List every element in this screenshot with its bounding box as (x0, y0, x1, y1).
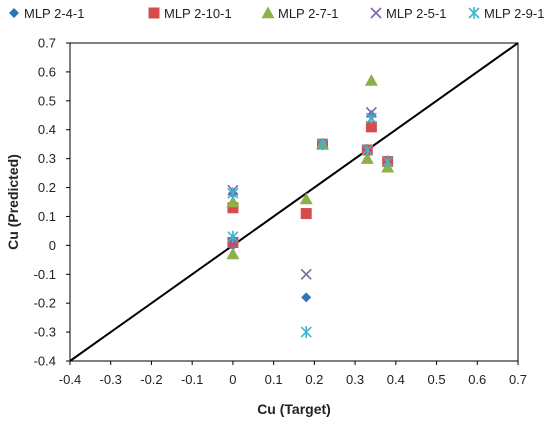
y-tick-label: 0.7 (38, 36, 56, 51)
y-axis-ticks: 0.7 0.6 0.5 0.4 0.3 0.2 0.1 0 -0.1 -0.2 -0.3 -0.4 (34, 36, 70, 369)
data-point (226, 195, 240, 208)
data-point (300, 208, 312, 220)
series-mlp-2-9-1 (227, 112, 394, 339)
y-tick-label: -0.2 (34, 296, 56, 311)
x-tick-label: 0.6 (468, 372, 486, 387)
legend-item: MLP 2-7-1 (261, 6, 338, 21)
x-axis-ticks: -0.4 -0.3 -0.2 -0.1 0 0.1 0.2 0.3 0.4 0.5 0.6 0.7 (59, 361, 527, 387)
y-tick-label: -0.3 (34, 325, 56, 340)
series-mlp-2-4-1 (227, 110, 393, 303)
legend-marker (468, 7, 480, 19)
legend-marker (9, 8, 19, 18)
legend-item: MLP 2-9-1 (468, 6, 544, 21)
data-point (364, 74, 378, 86)
data-point (227, 202, 239, 214)
x-tick-label: 0.5 (428, 372, 446, 387)
legend-label: MLP 2-10-1 (164, 6, 232, 21)
x-tick-label: -0.4 (59, 372, 81, 387)
y-tick-label: 0.4 (38, 122, 56, 137)
x-tick-label: 0 (229, 372, 236, 387)
data-point (227, 187, 239, 200)
data-point (227, 230, 239, 243)
data-point (299, 192, 313, 205)
y-tick-label: 0.5 (38, 93, 56, 108)
data-point (316, 138, 329, 151)
legend-label: MLP 2-9-1 (484, 6, 544, 21)
x-tick-label: 0.2 (305, 372, 323, 387)
data-points (226, 74, 395, 339)
data-point (365, 121, 377, 133)
y-tick-label: 0.3 (38, 151, 56, 166)
legend-marker (370, 7, 382, 19)
y-axis-title: Cu (Predicted) (5, 154, 21, 250)
legend-label: MLP 2-5-1 (386, 6, 446, 21)
y-tick-label: -0.4 (34, 354, 56, 369)
legend-marker (261, 6, 275, 19)
x-tick-label: -0.1 (181, 372, 203, 387)
x-tick-label: -0.3 (100, 372, 122, 387)
legend-item: MLP 2-4-1 (9, 6, 84, 21)
x-tick-label: -0.2 (140, 372, 162, 387)
legend-marker (148, 7, 160, 19)
legend-label: MLP 2-4-1 (24, 6, 84, 21)
data-point (360, 152, 374, 164)
x-tick-label: 0.3 (346, 372, 364, 387)
legend: MLP 2-4-1 MLP 2-10-1 MLP 2-7-1 MLP 2-5-1 MLP… (9, 6, 544, 21)
y-tick-label: 0 (49, 238, 56, 253)
x-axis-title: Cu (Target) (257, 401, 331, 417)
data-point (300, 326, 312, 339)
x-tick-label: 0.7 (509, 372, 527, 387)
y-tick-label: 0.2 (38, 180, 56, 195)
series-mlp-2-5-1 (227, 106, 394, 280)
data-point (226, 247, 240, 260)
legend-item: MLP 2-5-1 (370, 6, 446, 21)
y-tick-label: 0.1 (38, 209, 56, 224)
data-point (365, 112, 377, 125)
y-tick-label: 0.6 (38, 64, 56, 79)
data-point (361, 143, 373, 156)
data-point (300, 268, 312, 280)
legend-item: MLP 2-10-1 (148, 6, 232, 21)
legend-label: MLP 2-7-1 (278, 6, 338, 21)
data-point (382, 155, 394, 168)
series-mlp-2-10-1 (227, 121, 394, 248)
reference-line (69, 42, 519, 362)
x-tick-label: 0.1 (265, 372, 283, 387)
plot-area (69, 42, 519, 362)
y-tick-label: -0.1 (34, 267, 56, 282)
x-tick-label: 0.4 (387, 372, 405, 387)
data-point (301, 292, 312, 303)
